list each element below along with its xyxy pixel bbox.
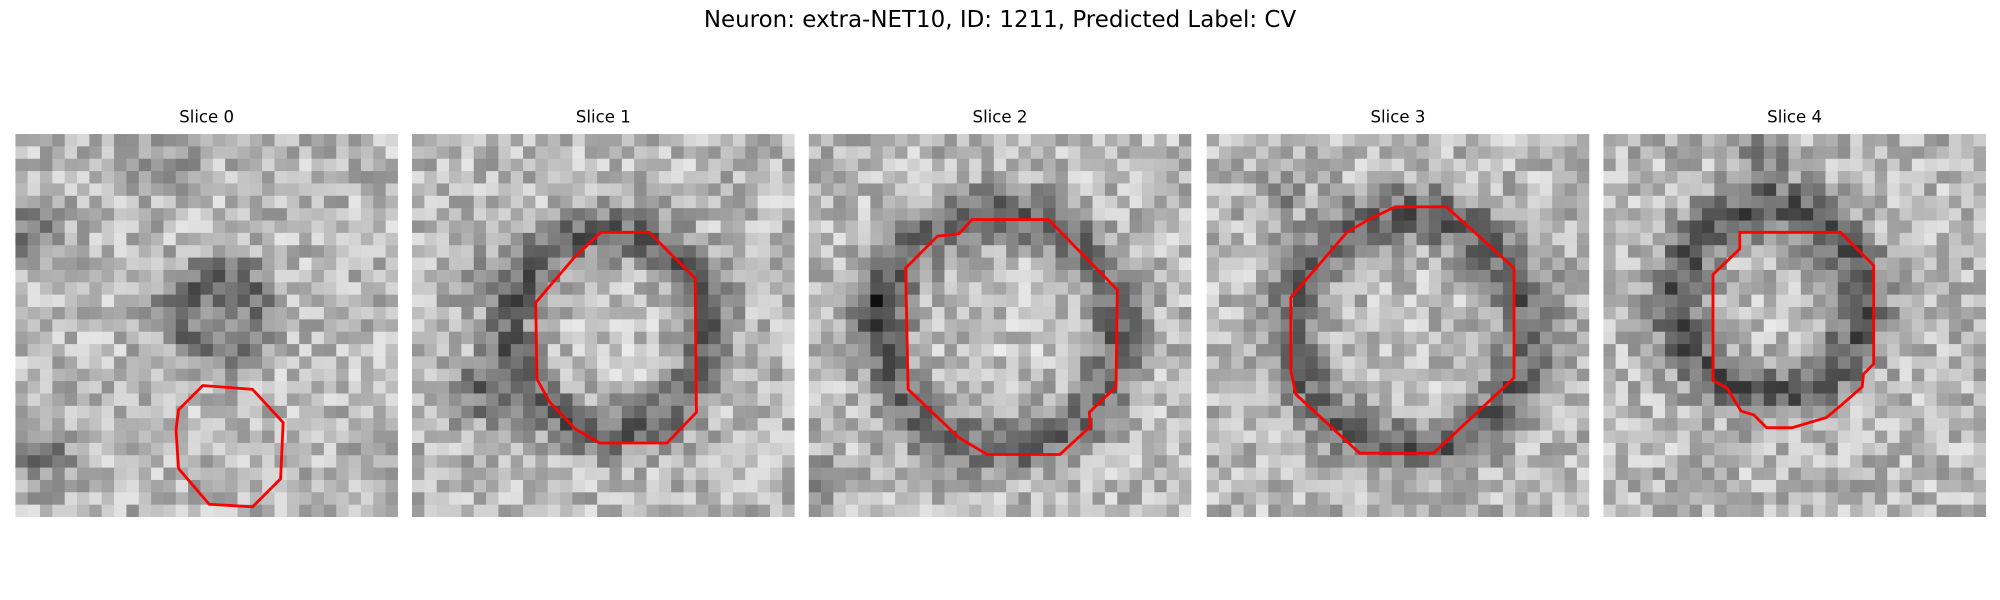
slice-panel-1: Slice 1 — [411, 0, 795, 523]
slice-panel-3: Slice 3 — [1206, 0, 1590, 523]
slice-title-0: Slice 0 — [179, 108, 235, 128]
slice-panel-4: Slice 4 — [1603, 0, 1986, 523]
grayscale-pixels-1 — [411, 134, 795, 518]
slice-title-4: Slice 4 — [1767, 108, 1823, 128]
slice-image-2 — [808, 134, 1192, 518]
contour-outline-0 — [174, 384, 285, 509]
slice-title-3: Slice 3 — [1370, 108, 1426, 128]
slice-image-0 — [15, 134, 398, 518]
slice-image-4 — [1603, 134, 1986, 518]
contour-outline-3 — [1289, 205, 1516, 455]
grayscale-pixels-0 — [15, 134, 398, 518]
grayscale-pixels-2 — [808, 134, 1192, 518]
slice-image-3 — [1206, 134, 1590, 518]
slice-title-1: Slice 1 — [575, 108, 631, 128]
slice-panel-0: Slice 0 — [15, 0, 398, 523]
grayscale-pixels-3 — [1206, 134, 1590, 518]
figure-title: Neuron: extra-NET10, ID: 1211, Predicted… — [703, 6, 1297, 34]
slice-title-2: Slice 2 — [972, 108, 1028, 128]
slice-image-1 — [411, 134, 795, 518]
contour-outline-2 — [904, 218, 1119, 456]
slice-panel-2: Slice 2 — [808, 0, 1192, 523]
grayscale-pixels-4 — [1603, 134, 1986, 518]
contour-outline-4 — [1711, 230, 1876, 430]
contour-outline-1 — [534, 230, 698, 445]
